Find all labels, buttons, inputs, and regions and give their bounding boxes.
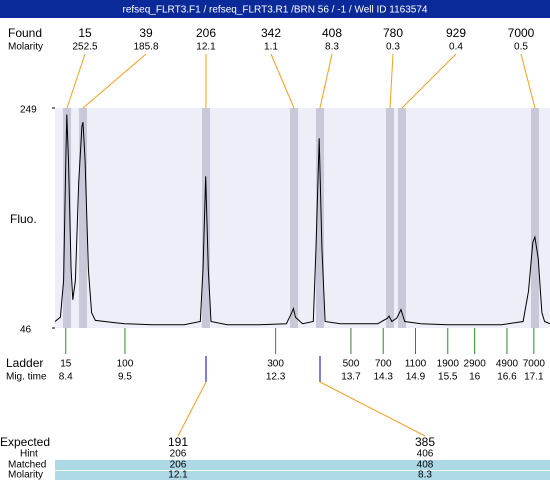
title: refseq_FLRT3.F1 / refseq_FLRT3.R1 /BRN 5… — [123, 5, 428, 16]
peak-band — [63, 108, 71, 328]
expected-molarity: 12.1 — [168, 470, 188, 480]
hint-label: Hint — [20, 449, 38, 460]
peak-band — [316, 108, 324, 328]
mig-time: 8.4 — [59, 372, 73, 383]
mig-time-label: Mig. time — [6, 372, 47, 383]
found-molarity: 0.4 — [449, 42, 463, 53]
ladder-size: 700 — [375, 359, 392, 370]
ladder-size: 1100 — [405, 359, 427, 370]
peak-band — [386, 108, 394, 328]
expected-connector — [177, 381, 207, 437]
found-size: 342 — [261, 26, 281, 40]
found-molarity: 12.1 — [196, 42, 216, 53]
peak-band — [398, 108, 406, 328]
found-molarity: 0.5 — [514, 42, 528, 53]
matched-value: 206 — [170, 460, 187, 471]
y-tick-label: 249 — [20, 105, 37, 116]
found-size: 15 — [78, 26, 92, 40]
found-size: 39 — [139, 26, 153, 40]
ladder-size: 300 — [267, 359, 284, 370]
found-molarity: 8.3 — [325, 42, 339, 53]
mig-time: 17.1 — [524, 372, 544, 383]
expected-connector — [319, 381, 426, 437]
molarity-row — [55, 471, 550, 480]
found-connector — [319, 53, 333, 109]
matched-label: Matched — [8, 460, 46, 471]
ladder-size: 1900 — [437, 359, 460, 370]
molarity-label: Molarity — [8, 42, 43, 53]
mig-time: 15.5 — [438, 372, 458, 383]
found-connector — [401, 53, 457, 109]
found-connector — [66, 53, 86, 109]
found-size: 206 — [196, 26, 216, 40]
found-molarity: 252.5 — [72, 42, 97, 53]
ladder-label: Ladder — [6, 356, 43, 370]
ladder-size: 100 — [117, 359, 134, 370]
mig-time: 9.5 — [118, 372, 132, 383]
title-bar — [0, 0, 550, 18]
ladder-size: 15 — [60, 359, 72, 370]
expected-molarity: 8.3 — [418, 470, 432, 480]
expected-size: 191 — [168, 435, 188, 449]
found-size: 780 — [383, 26, 403, 40]
mig-time: 13.7 — [341, 372, 361, 383]
ladder-size: 2900 — [464, 359, 487, 370]
found-label: Found — [8, 26, 42, 40]
peak-band — [531, 108, 539, 328]
found-molarity: 0.3 — [386, 42, 400, 53]
found-size: 408 — [322, 26, 342, 40]
ladder-size: 500 — [343, 359, 360, 370]
mig-time: 16.6 — [497, 372, 517, 383]
expected-label: Expected — [0, 435, 50, 449]
mig-time: 14.9 — [406, 372, 426, 383]
mig-time: 12.3 — [266, 372, 286, 383]
mig-time: 14.3 — [373, 372, 393, 383]
mig-time: 16 — [469, 372, 481, 383]
ladder-size: 7000 — [523, 359, 546, 370]
found-size: 929 — [446, 26, 466, 40]
found-molarity: 1.1 — [264, 42, 278, 53]
peak-band — [202, 108, 210, 328]
peak-band — [79, 108, 87, 328]
peak-band — [290, 108, 298, 328]
trace — [54, 114, 550, 326]
found-connector — [520, 53, 536, 109]
found-connector — [389, 53, 394, 109]
y-axis-label: Fluo. — [10, 212, 37, 226]
ladder-size: 4900 — [496, 359, 519, 370]
matched-row — [55, 460, 550, 470]
found-size: 7000 — [508, 26, 535, 40]
expected-size: 385 — [415, 435, 435, 449]
hint-value: 406 — [417, 449, 434, 460]
expected-molarity-label: Molarity — [8, 470, 43, 480]
found-connector — [82, 53, 147, 109]
found-connector — [270, 53, 295, 109]
found-molarity: 185.8 — [133, 42, 158, 53]
y-tick-label: 46 — [20, 325, 32, 336]
matched-value: 408 — [417, 460, 434, 471]
plot-area — [55, 108, 550, 328]
hint-value: 206 — [170, 449, 187, 460]
